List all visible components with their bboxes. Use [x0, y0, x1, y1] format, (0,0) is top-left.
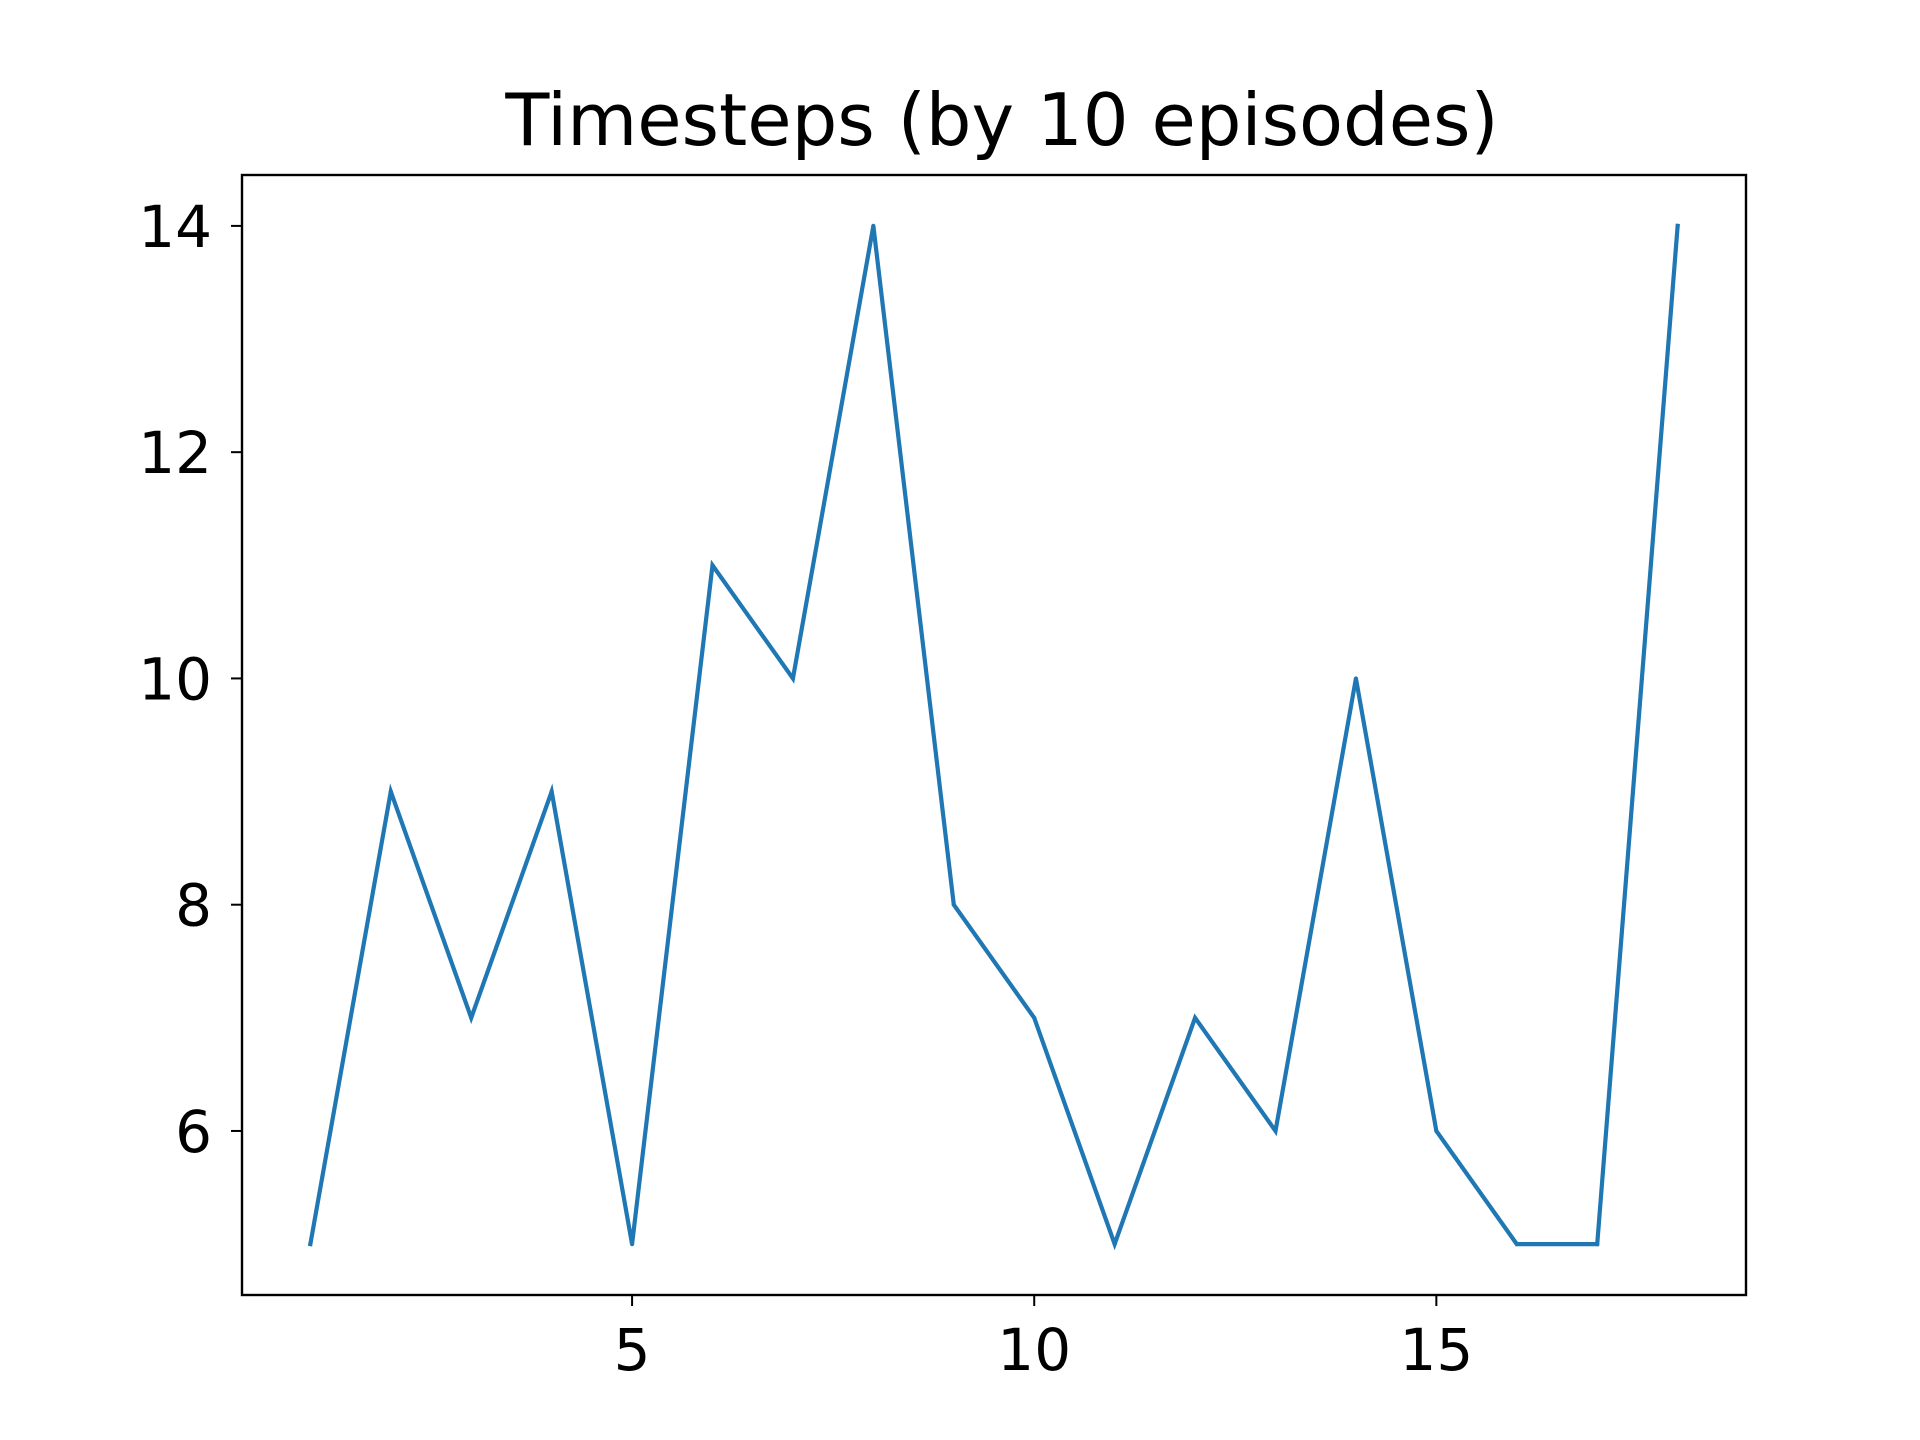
series-layer — [307, 223, 1680, 1251]
data-point — [790, 676, 796, 681]
data-point — [1032, 1015, 1037, 1020]
y-tick-label: 10 — [138, 645, 212, 713]
data-point — [308, 1241, 313, 1247]
data-point — [629, 1241, 635, 1247]
x-tick-label: 15 — [1399, 1316, 1473, 1384]
y-tick-label: 8 — [175, 872, 212, 940]
data-point — [388, 789, 393, 794]
data-point — [871, 223, 876, 229]
data-point — [1112, 1241, 1117, 1247]
y-tick-label: 12 — [138, 419, 212, 487]
y-tick-label: 14 — [138, 193, 212, 261]
data-point — [469, 1015, 474, 1020]
plot-frame — [240, 173, 1748, 1297]
series-line — [307, 223, 1680, 1251]
x-tick-label: 5 — [614, 1316, 651, 1384]
x-tick-label: 10 — [997, 1316, 1071, 1384]
data-point — [951, 902, 956, 907]
data-point — [1514, 1241, 1519, 1247]
axis-ticks: 5 10 15 6 8 10 12 14 — [138, 193, 1473, 1384]
data-point — [1353, 676, 1359, 681]
data-point — [1675, 223, 1680, 229]
data-point — [1595, 1241, 1600, 1247]
data-point — [1273, 1128, 1278, 1134]
data-point — [1192, 1015, 1198, 1020]
chart-title: Timesteps (by 10 episodes) — [504, 78, 1498, 162]
data-point — [1434, 1128, 1439, 1134]
data-point — [549, 789, 554, 794]
y-tick-label: 6 — [175, 1098, 212, 1166]
data-point — [710, 563, 715, 568]
